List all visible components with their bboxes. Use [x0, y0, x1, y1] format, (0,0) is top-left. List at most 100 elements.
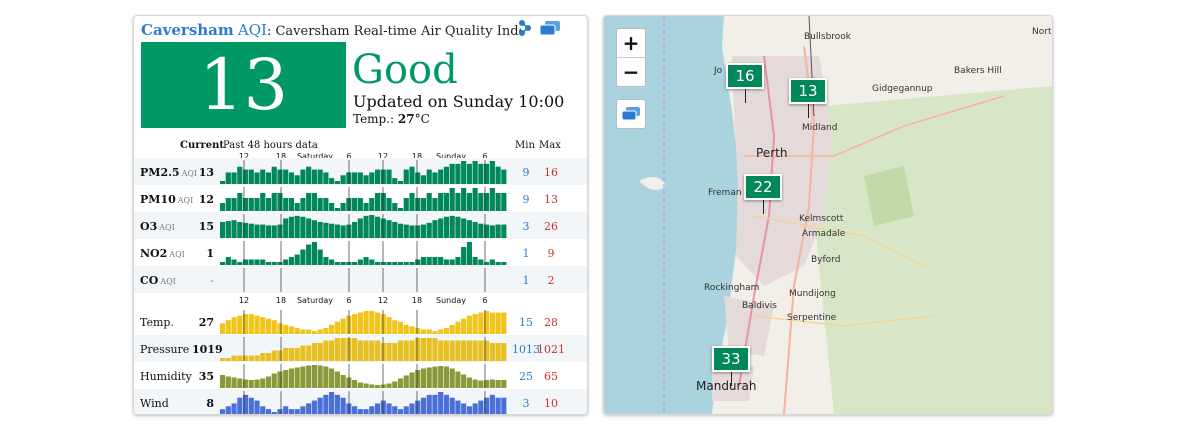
history-sparkline[interactable] [220, 335, 507, 362]
tick-label: 18 [411, 296, 423, 305]
sparkline-bar [432, 394, 438, 414]
city-link[interactable]: Caversham [141, 21, 234, 39]
map-canvas[interactable] [604, 16, 1052, 414]
sparkline-bar [495, 380, 501, 388]
sparkline-bar [254, 198, 260, 211]
station-marker[interactable]: 22 [744, 174, 782, 200]
sparkline-bar [329, 223, 335, 238]
sparkline-bar [260, 193, 266, 211]
sparkline-bar [484, 311, 490, 334]
history-sparkline[interactable] [220, 362, 507, 389]
sparkline-bar [283, 370, 289, 388]
sparkline-bar [260, 353, 266, 361]
history-sparkline[interactable] [220, 158, 507, 185]
sparkline-bar [374, 169, 381, 184]
sparkline-bar [294, 254, 300, 265]
sparkline-bar [306, 193, 312, 211]
history-sparkline[interactable] [220, 185, 507, 212]
history-sparkline[interactable] [220, 389, 507, 415]
temp-summary-value: 27 [397, 112, 415, 126]
temp-summary-label: Temp.: [353, 112, 398, 126]
sparkline-bar [277, 224, 283, 238]
sparkline-bar [449, 259, 455, 265]
sparkline-bar [311, 242, 317, 265]
sparkline-bar [334, 338, 340, 361]
sparkline-bar [323, 394, 329, 414]
table-row: CO AQI - 1 2 [134, 266, 587, 293]
sparkline-bar [501, 262, 507, 265]
sparkline-bar [352, 172, 358, 184]
zoom-in-button[interactable]: + [617, 29, 645, 58]
sparkline-bar [374, 216, 381, 238]
station-marker[interactable]: 13 [789, 78, 827, 104]
sparkline-bar [478, 340, 484, 361]
sparkline-bar [432, 257, 438, 265]
sparkline-bar [449, 340, 455, 361]
sparkline-bar [260, 406, 266, 414]
sparkline-bar [466, 220, 472, 238]
tick-label: Sunday [436, 296, 466, 305]
sparkline-bar [248, 380, 254, 388]
sparkline-bar [220, 375, 226, 388]
sparkline-bar [288, 326, 295, 334]
place-label: Gidgegannup [872, 84, 933, 94]
sparkline-bar [334, 181, 340, 184]
history-sparkline[interactable] [220, 212, 507, 239]
sparkline-bar [369, 198, 375, 211]
place-label: Bullsbrook [804, 32, 852, 42]
sparkline-bar [254, 224, 260, 238]
layers-icon[interactable] [539, 19, 561, 37]
sparkline-bar [323, 366, 329, 388]
sparkline-bar [478, 259, 484, 265]
sparkline-bar [306, 329, 312, 334]
sparkline-bar [317, 221, 323, 238]
parameter-label: O3 AQI [140, 220, 175, 233]
parameter-name: CO [140, 274, 159, 287]
sparkline-bar [317, 329, 323, 334]
place-label: Freman [708, 188, 742, 198]
sparkline-bar [323, 327, 329, 334]
tick-label: 18 [411, 152, 423, 161]
sparkline-bar [306, 218, 312, 238]
sparkline-bar [271, 412, 277, 414]
sparkline-bar [294, 203, 300, 211]
sparkline-bar [317, 169, 323, 184]
zoom-out-button[interactable]: − [622, 60, 640, 84]
sparkline-bar [277, 409, 283, 414]
sparkline-bar [420, 397, 427, 414]
sparkline-bar [386, 383, 392, 388]
sparkline-bar [415, 327, 421, 334]
sparkline-bar [392, 343, 398, 361]
sparkline-bar [478, 380, 484, 388]
sparkline-bar [449, 163, 455, 184]
history-sparkline[interactable] [220, 266, 507, 293]
sparkline-bar [426, 394, 432, 414]
sparkline-bar [484, 397, 490, 414]
sparkline-bar [426, 169, 432, 184]
sparkline-bar [472, 403, 478, 414]
sparkline-bar [357, 312, 363, 334]
sparkline-bar [277, 350, 283, 361]
place-label: Mundijong [789, 289, 836, 299]
sparkline-bar [415, 198, 421, 211]
sparkline-bar [409, 403, 415, 414]
sparkline-bar [220, 221, 226, 238]
sparkline-bar [484, 163, 490, 184]
max-header: Max [539, 140, 561, 151]
sparkline-bar [397, 340, 404, 361]
history-sparkline[interactable] [220, 239, 507, 266]
current-value: 1019 [192, 343, 223, 356]
station-marker[interactable]: 16 [726, 63, 764, 89]
sparkline-bar [478, 163, 484, 184]
sparkline-bar [242, 394, 249, 414]
sparkline-bar [242, 355, 249, 361]
sparkline-bar [495, 312, 501, 334]
station-marker[interactable]: 33 [712, 346, 750, 372]
sparkline-bar [225, 198, 231, 211]
map-widget[interactable]: Bullsbrook Nort Gidgegannup Bakers Hill … [603, 15, 1053, 415]
sparkline-bar [300, 329, 306, 334]
share-icon[interactable] [514, 19, 536, 37]
history-sparkline[interactable] [220, 308, 507, 335]
map-layers-button[interactable] [616, 99, 646, 129]
sparkline-bar [501, 224, 507, 238]
